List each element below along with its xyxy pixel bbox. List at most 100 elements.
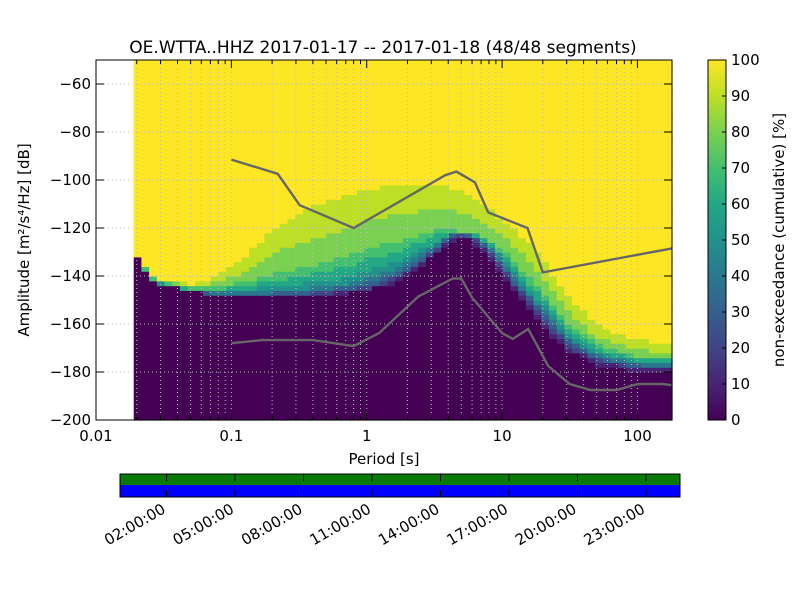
heatmap-cell [502, 64, 512, 71]
heatmap-cell [425, 352, 435, 359]
heatmap-cell [556, 112, 565, 119]
heatmap-cell [641, 338, 650, 344]
heatmap-cell [226, 300, 235, 306]
heatmap-cell [595, 184, 604, 191]
heatmap-cell [226, 256, 235, 263]
heatmap-cell [548, 261, 558, 267]
heatmap-cell [164, 348, 173, 354]
heatmap-cell [518, 357, 527, 363]
heatmap-cell [556, 165, 565, 171]
heatmap-cell [149, 165, 158, 171]
heatmap-cell [495, 112, 504, 119]
heatmap-cell [133, 146, 143, 152]
heatmap-cell [195, 194, 204, 200]
heatmap-cell [310, 218, 319, 224]
heatmap-cell [325, 410, 335, 416]
heatmap-cell [256, 352, 266, 359]
heatmap-cell [625, 170, 635, 176]
heatmap-cell [149, 79, 158, 85]
heatmap-cell [349, 280, 358, 287]
heatmap-cell [610, 352, 619, 359]
heatmap-cell [618, 410, 627, 416]
heatmap-cell [179, 184, 189, 191]
heatmap-cell [295, 146, 304, 152]
heatmap-cell [502, 328, 512, 335]
heatmap-cell [479, 415, 489, 421]
heatmap-cell [395, 405, 404, 411]
heatmap-cell [518, 204, 527, 210]
heatmap-cell [502, 112, 512, 119]
heatmap-cell [487, 367, 496, 373]
heatmap-cell [533, 88, 542, 95]
heatmap-cell [372, 333, 381, 339]
heatmap-cell [556, 381, 565, 387]
heatmap-cell [533, 184, 542, 191]
heatmap-cell [525, 252, 535, 258]
heatmap-cell [564, 194, 573, 200]
heatmap-cell [372, 184, 381, 191]
heatmap-cell [295, 156, 304, 162]
heatmap-cell [256, 232, 266, 239]
heatmap-cell [141, 396, 150, 402]
heatmap-cell [295, 180, 304, 186]
heatmap-cell [579, 160, 589, 167]
heatmap-cell [387, 98, 396, 104]
heatmap-cell [541, 396, 550, 402]
heatmap-cell [456, 208, 465, 215]
heatmap-cell [564, 405, 573, 411]
heatmap-cell [564, 122, 573, 128]
heatmap-cell [610, 146, 619, 152]
heatmap-cell [372, 367, 381, 373]
heatmap-cell [402, 79, 412, 85]
heatmap-cell [495, 132, 504, 138]
heatmap-cell [272, 160, 281, 167]
heatmap-cell [179, 410, 189, 416]
heatmap-cell [218, 367, 227, 373]
heatmap-cell [179, 338, 189, 344]
heatmap-cell [272, 352, 281, 359]
heatmap-cell [579, 112, 589, 119]
heatmap-cell [425, 98, 435, 104]
heatmap-cell [379, 180, 389, 186]
heatmap-cell [202, 160, 212, 167]
heatmap-cell [356, 146, 366, 152]
heatmap-cell [256, 271, 266, 277]
heatmap-cell [518, 60, 527, 66]
heatmap-cell [418, 280, 427, 287]
heatmap-cell [141, 242, 150, 248]
heatmap-cell [595, 261, 604, 267]
heatmap-cell [202, 415, 212, 421]
heatmap-cell [218, 290, 227, 296]
heatmap-cell [133, 328, 143, 335]
heatmap-cell [433, 151, 442, 157]
heatmap-cell [379, 386, 389, 392]
heatmap-cell [164, 319, 173, 325]
heatmap-cell [187, 300, 196, 306]
heatmap-cell [356, 127, 366, 133]
heatmap-cell [318, 151, 327, 157]
heatmap-cell [441, 69, 450, 75]
heatmap-cell [249, 415, 258, 421]
heatmap-cell [210, 151, 219, 157]
heatmap-cell [179, 381, 189, 387]
heatmap-cell [187, 136, 196, 143]
heatmap-cell [387, 69, 396, 75]
heatmap-cell [202, 328, 212, 335]
heatmap-cell [564, 103, 573, 109]
heatmap-cell [525, 276, 535, 282]
heatmap-cell [441, 324, 450, 330]
heatmap-cell [133, 314, 143, 320]
heatmap-cell [587, 252, 596, 258]
heatmap-cell [318, 343, 327, 349]
heatmap-cell [525, 184, 535, 191]
heatmap-cell [133, 372, 143, 378]
heatmap-cell [556, 175, 565, 181]
heatmap-cell [548, 295, 558, 301]
heatmap-cell [156, 194, 166, 200]
heatmap-cell [364, 314, 373, 320]
heatmap-cell [402, 319, 412, 325]
heatmap-cell [595, 60, 604, 66]
heatmap-cell [556, 213, 565, 219]
heatmap-cell [172, 304, 181, 311]
heatmap-cell [595, 117, 604, 123]
